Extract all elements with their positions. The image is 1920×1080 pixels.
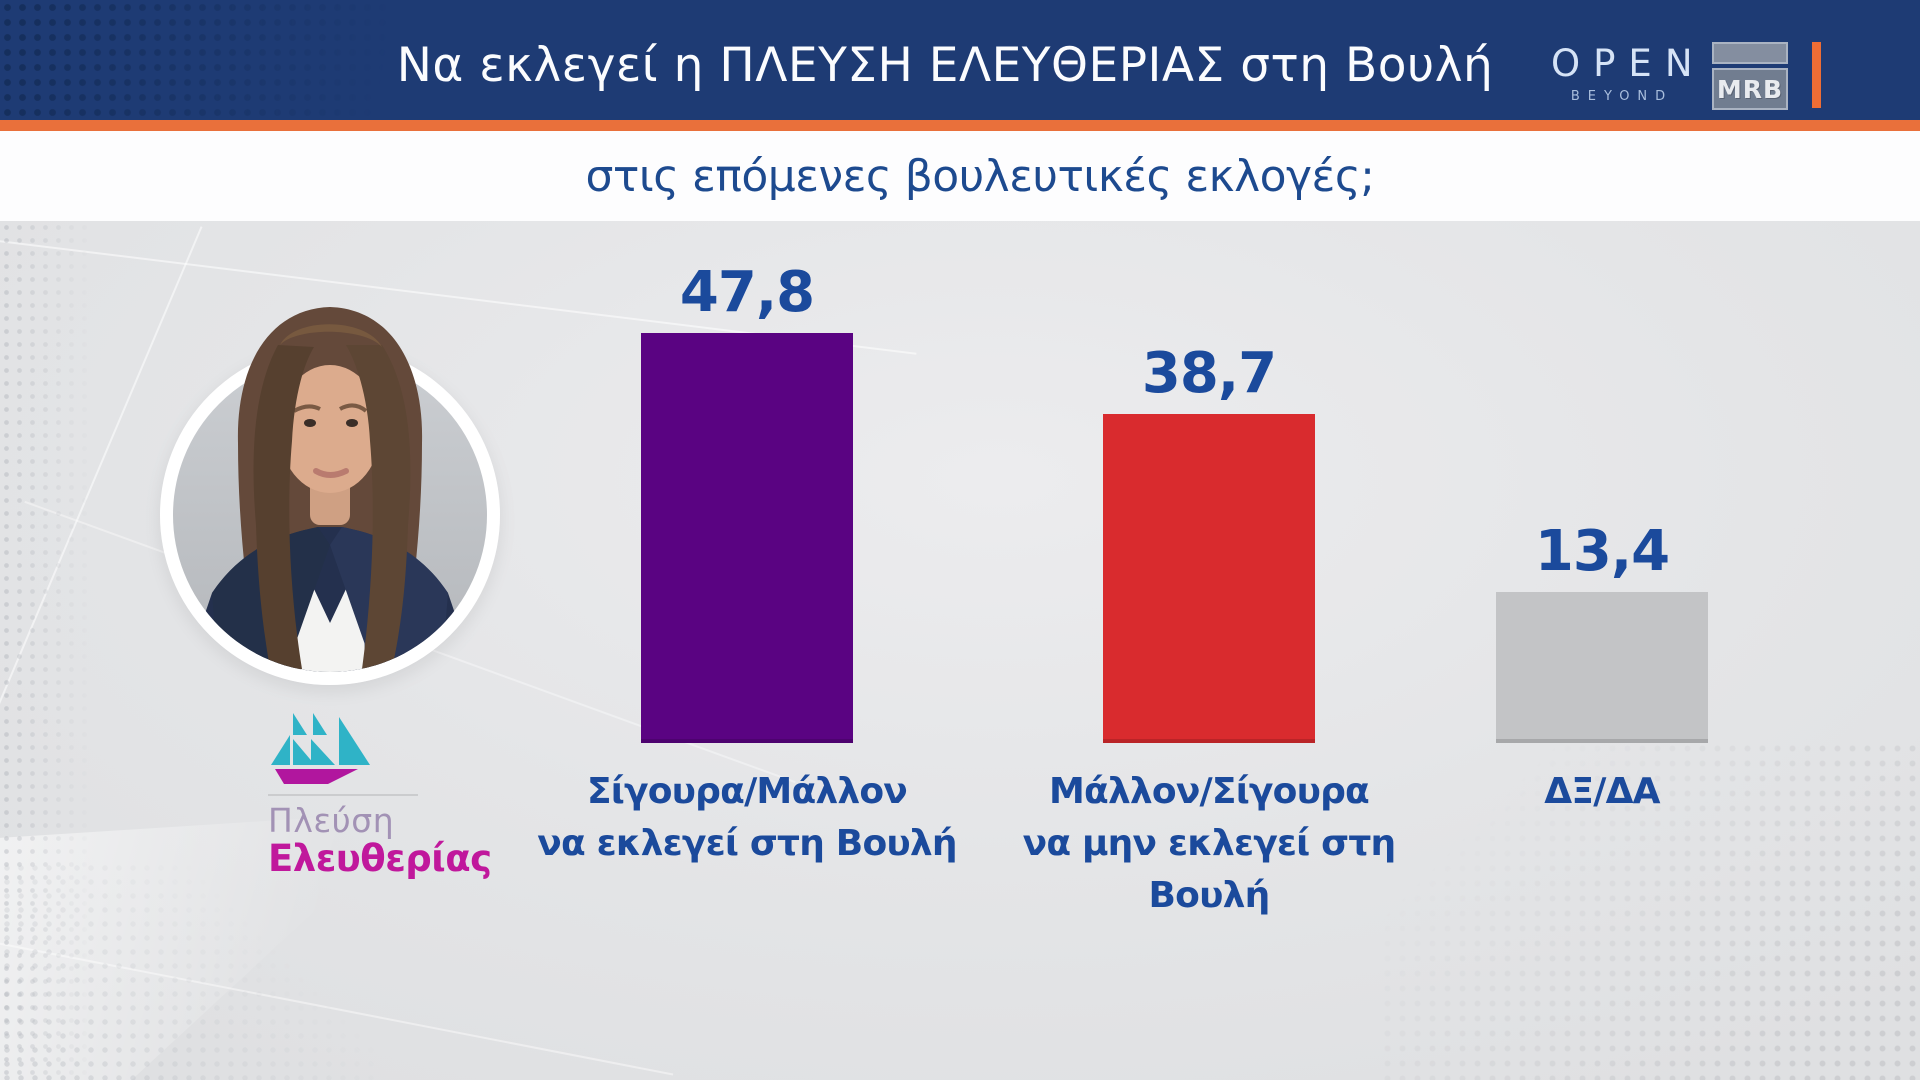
avatar-hair-right [346, 345, 411, 669]
avatar-hair-highlight [280, 324, 382, 347]
bar-label-line1: ΔΞ/ΔΑ [1544, 771, 1660, 812]
orange-accent-bar [1812, 42, 1821, 108]
avatar-eye-left [304, 419, 316, 427]
bar-category-label-not-elected: Μάλλον/Σίγουρα να μην εκλεγεί στη Βουλή [969, 766, 1449, 922]
bar-group-dont-know: 13,4 [1496, 519, 1708, 743]
bar-rect-dont-know [1496, 592, 1708, 743]
ship-sails [271, 713, 370, 765]
bar-value-label: 13,4 [1534, 519, 1670, 584]
bar-label-line1: Σίγουρα/Μάλλον [586, 771, 908, 812]
avatar-eye-right [346, 419, 358, 427]
party-name-line1: Πλεύση [268, 801, 395, 840]
bar-rect-elected [641, 333, 853, 743]
bar-value-label: 38,7 [1141, 341, 1277, 406]
avatar-face [279, 365, 381, 493]
halftone-pattern-left [0, 221, 120, 1080]
header-bar: Να εκλεγεί η ΠΛΕΥΣΗ ΕΛΕΥΘΕΡΙΑΣ στη Βουλή… [0, 0, 1920, 120]
bar-group-elected: 47,8 [641, 260, 853, 743]
bar-category-label-elected: Σίγουρα/Μάλλον να εκλεγεί στη Βουλή [507, 766, 987, 870]
avatar-eyebrow-left [293, 404, 321, 413]
mrb-pollster-logo: MRB [1712, 42, 1788, 110]
open-logo-tagline: BEYOND [1570, 89, 1674, 104]
bar-label-line2: να μην εκλεγεί στη Βουλή [1022, 823, 1397, 916]
party-name-line2: Ελευθερίας [268, 837, 492, 880]
page-subtitle: στις επόμενες βουλευτικές εκλογές; [585, 150, 1375, 202]
bar-label-line2: να εκλεγεί στη Βουλή [537, 823, 957, 864]
orange-divider-line [0, 120, 1920, 131]
bar-group-not-elected: 38,7 [1103, 341, 1315, 743]
ship-hull [275, 769, 358, 784]
mrb-logo-top-box [1712, 42, 1788, 64]
bar-label-line1: Μάλλον/Σίγουρα [1048, 771, 1370, 812]
avatar-eyebrow-right [339, 403, 368, 413]
bar-category-label-dont-know: ΔΞ/ΔΑ [1362, 766, 1842, 818]
plefsi-eleftherias-ship-icon [271, 713, 370, 784]
halftone-pattern-bottom-right [1380, 741, 1920, 1080]
open-logo-text: OPEN [1551, 42, 1706, 85]
header-halftone-pattern [0, 0, 640, 120]
halftone-pattern-bottom-left [0, 861, 380, 1080]
politician-portrait [178, 307, 482, 672]
avatar-hair-left [253, 345, 314, 669]
open-channel-logo: OPEN BEYOND [1538, 42, 1706, 105]
subtitle-band: στις επόμενες βουλευτικές εκλογές; [0, 131, 1920, 221]
page-title: Να εκλεγεί η ΠΛΕΥΣΗ ΕΛΕΥΘΕΡΙΑΣ στη Βουλή [396, 37, 1494, 93]
bar-value-label: 47,8 [679, 260, 815, 325]
bar-rect-not-elected [1103, 414, 1315, 743]
mrb-logo-text: MRB [1712, 68, 1788, 110]
party-logo-divider [268, 794, 418, 796]
avatar-mouth [313, 468, 349, 478]
